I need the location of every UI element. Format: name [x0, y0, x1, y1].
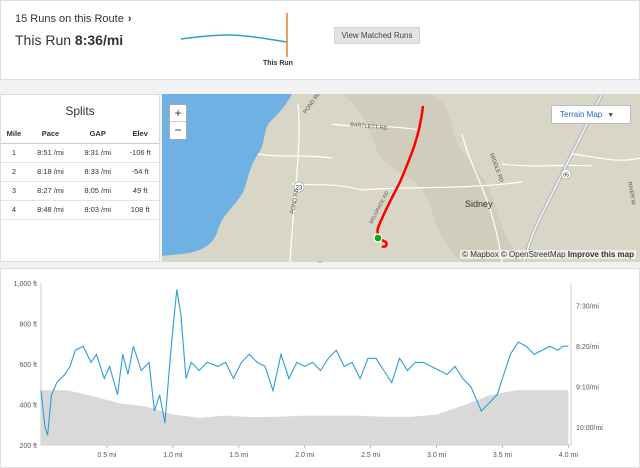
route-start-marker[interactable] [373, 233, 383, 243]
splits-title: Splits [65, 104, 95, 118]
route-23-label: 23 [296, 186, 303, 192]
map-road [331, 123, 421, 131]
chevron-right-icon: › [127, 13, 132, 25]
split-pace: 8:48 /mi [26, 200, 75, 220]
table-row: 3 8:27 /mi 8:05 /mi 49 ft [1, 181, 159, 201]
this-run-pace: 8:36/mi [74, 32, 124, 48]
osm-attribution-link[interactable]: © OpenStreetMap [500, 250, 566, 259]
matched-runs-sparkline [180, 13, 288, 57]
route-map[interactable]: 23 95 BARTLETT RD POND RD POND RD MIDDLE… [162, 94, 640, 262]
col-elev: Elev [121, 125, 159, 144]
this-run-label: This Run [15, 32, 72, 48]
route-95-label: 95 [563, 173, 569, 179]
x-tick-label: 1.0 mi [163, 452, 183, 459]
map-road [571, 153, 640, 161]
y-right-tick-label: 10:00/mi [576, 425, 603, 432]
mapbox-attribution-link[interactable]: © Mapbox [462, 250, 499, 259]
map-zoom-control: + − [169, 104, 187, 140]
zoom-in-button[interactable]: + [170, 105, 186, 122]
split-gap: 9:31 /mi [74, 143, 122, 163]
split-mile: 2 [1, 162, 27, 182]
split-pace: 8:18 /mi [26, 162, 75, 182]
y-left-tick-label: 800 ft [19, 322, 37, 329]
split-gap: 8:05 /mi [74, 181, 122, 201]
x-tick-label: 4.0 mi [559, 452, 579, 459]
table-row: 1 8:51 /mi 9:31 /mi -106 ft [1, 143, 159, 163]
resize-grip-icon[interactable]: ═ [317, 260, 323, 266]
x-tick-label: 1.5 mi [229, 452, 249, 459]
y-right-tick-label: 8:20/mi [576, 344, 599, 351]
x-tick-label: 0.5 mi [97, 452, 117, 459]
runs-on-route-label: 15 Runs on this Route [15, 13, 124, 25]
split-gap: 8:33 /mi [74, 162, 122, 182]
split-mile: 3 [1, 181, 27, 201]
map-road [257, 153, 333, 159]
x-tick-label: 2.0 mi [295, 452, 315, 459]
col-mile: Mile [1, 125, 27, 144]
pond-rd-side-label: POND RD [290, 188, 300, 214]
x-tick-label: 2.5 mi [361, 452, 381, 459]
x-tick-label: 3.0 mi [427, 452, 447, 459]
split-pace: 8:51 /mi [26, 143, 75, 163]
route-95-shield [560, 168, 572, 180]
y-left-tick-label: 400 ft [19, 403, 37, 410]
route-header: 15 Runs on this Route › This Run 8:36/mi … [0, 0, 640, 80]
y-right-tick-label: 9:10/mi [576, 385, 599, 392]
map-road [361, 181, 523, 191]
table-row: 4 8:48 /mi 8:03 /mi 108 ft [1, 200, 159, 220]
map-highway [523, 94, 603, 262]
zoom-out-button[interactable]: − [174, 123, 182, 137]
elevation-area[interactable] [41, 390, 569, 445]
x-tick-label: 3.5 mi [493, 452, 513, 459]
col-gap: GAP [74, 125, 122, 144]
map-style-dropdown[interactable]: Terrain Map ▼ [551, 105, 631, 124]
table-row: 2 8:18 /mi 8:33 /mi -54 ft [1, 162, 159, 182]
y-right-tick-label: 7:30/mi [576, 304, 599, 311]
y-left-tick-label: 1,000 ft [14, 281, 37, 288]
split-gap: 8:03 /mi [74, 200, 122, 220]
map-attribution: © Mapbox © OpenStreetMap Improve this ma… [460, 250, 636, 259]
split-mile: 1 [1, 143, 27, 163]
map-road [461, 133, 503, 262]
splits-table: Mile Pace GAP Elev 1 8:51 /mi 9:31 /mi -… [1, 125, 159, 220]
split-elev: -54 ft [121, 162, 159, 182]
split-elev: 49 ft [121, 181, 159, 201]
caret-down-icon: ▼ [607, 112, 615, 119]
split-elev: -106 ft [121, 143, 159, 163]
map-water [162, 94, 292, 256]
x-axis: 0.5 mi 1.0 mi 1.5 mi 2.0 mi 2.5 mi 3.0 mi 3.5 … [97, 445, 578, 459]
col-pace: Pace [26, 125, 75, 144]
elevation-pace-chart[interactable]: 200 ft 400 ft 600 ft 800 ft 1,000 ft 7:30/mi… [0, 268, 640, 468]
map-terrain-shade [342, 94, 522, 262]
bartlett-rd-label: BARTLETT RD [350, 122, 388, 132]
sparkline-path [180, 34, 288, 43]
view-matched-runs-button[interactable]: View Matched Runs [334, 27, 420, 44]
route-23-shield [293, 181, 305, 193]
chart-canvas[interactable]: 200 ft 400 ft 600 ft 800 ft 1,000 ft 7:30/mi… [1, 269, 639, 467]
splits-panel: Splits Mile Pace GAP Elev 1 8:51 /mi 9:3… [0, 94, 160, 262]
y-left-axis: 200 ft 400 ft 600 ft 800 ft 1,000 ft [14, 281, 37, 450]
this-run-summary: This Run 8:36/mi [15, 32, 123, 48]
sidney-place-label: Sidney [465, 199, 493, 209]
river-rd-label: RIVER W [626, 181, 636, 206]
map-road [289, 103, 300, 262]
split-mile: 4 [1, 200, 27, 220]
map-style-label: Terrain Map [560, 110, 603, 119]
pace-line[interactable] [40, 289, 569, 436]
y-right-axis: 7:30/mi 8:20/mi 9:10/mi 10:00/mi [576, 304, 603, 433]
runs-on-route-link[interactable]: 15 Runs on this Route › [15, 13, 132, 25]
y-left-tick-label: 600 ft [19, 362, 37, 369]
splits-header-row: Mile Pace GAP Elev [1, 125, 159, 144]
map-road [501, 163, 593, 167]
y-left-tick-label: 200 ft [19, 443, 37, 450]
run-route-line[interactable] [376, 105, 425, 249]
split-elev: 108 ft [121, 200, 159, 220]
improve-map-link[interactable]: Improve this map [567, 250, 634, 259]
split-pace: 8:27 /mi [26, 181, 75, 201]
sparkline-this-run-label: This Run [263, 60, 293, 67]
